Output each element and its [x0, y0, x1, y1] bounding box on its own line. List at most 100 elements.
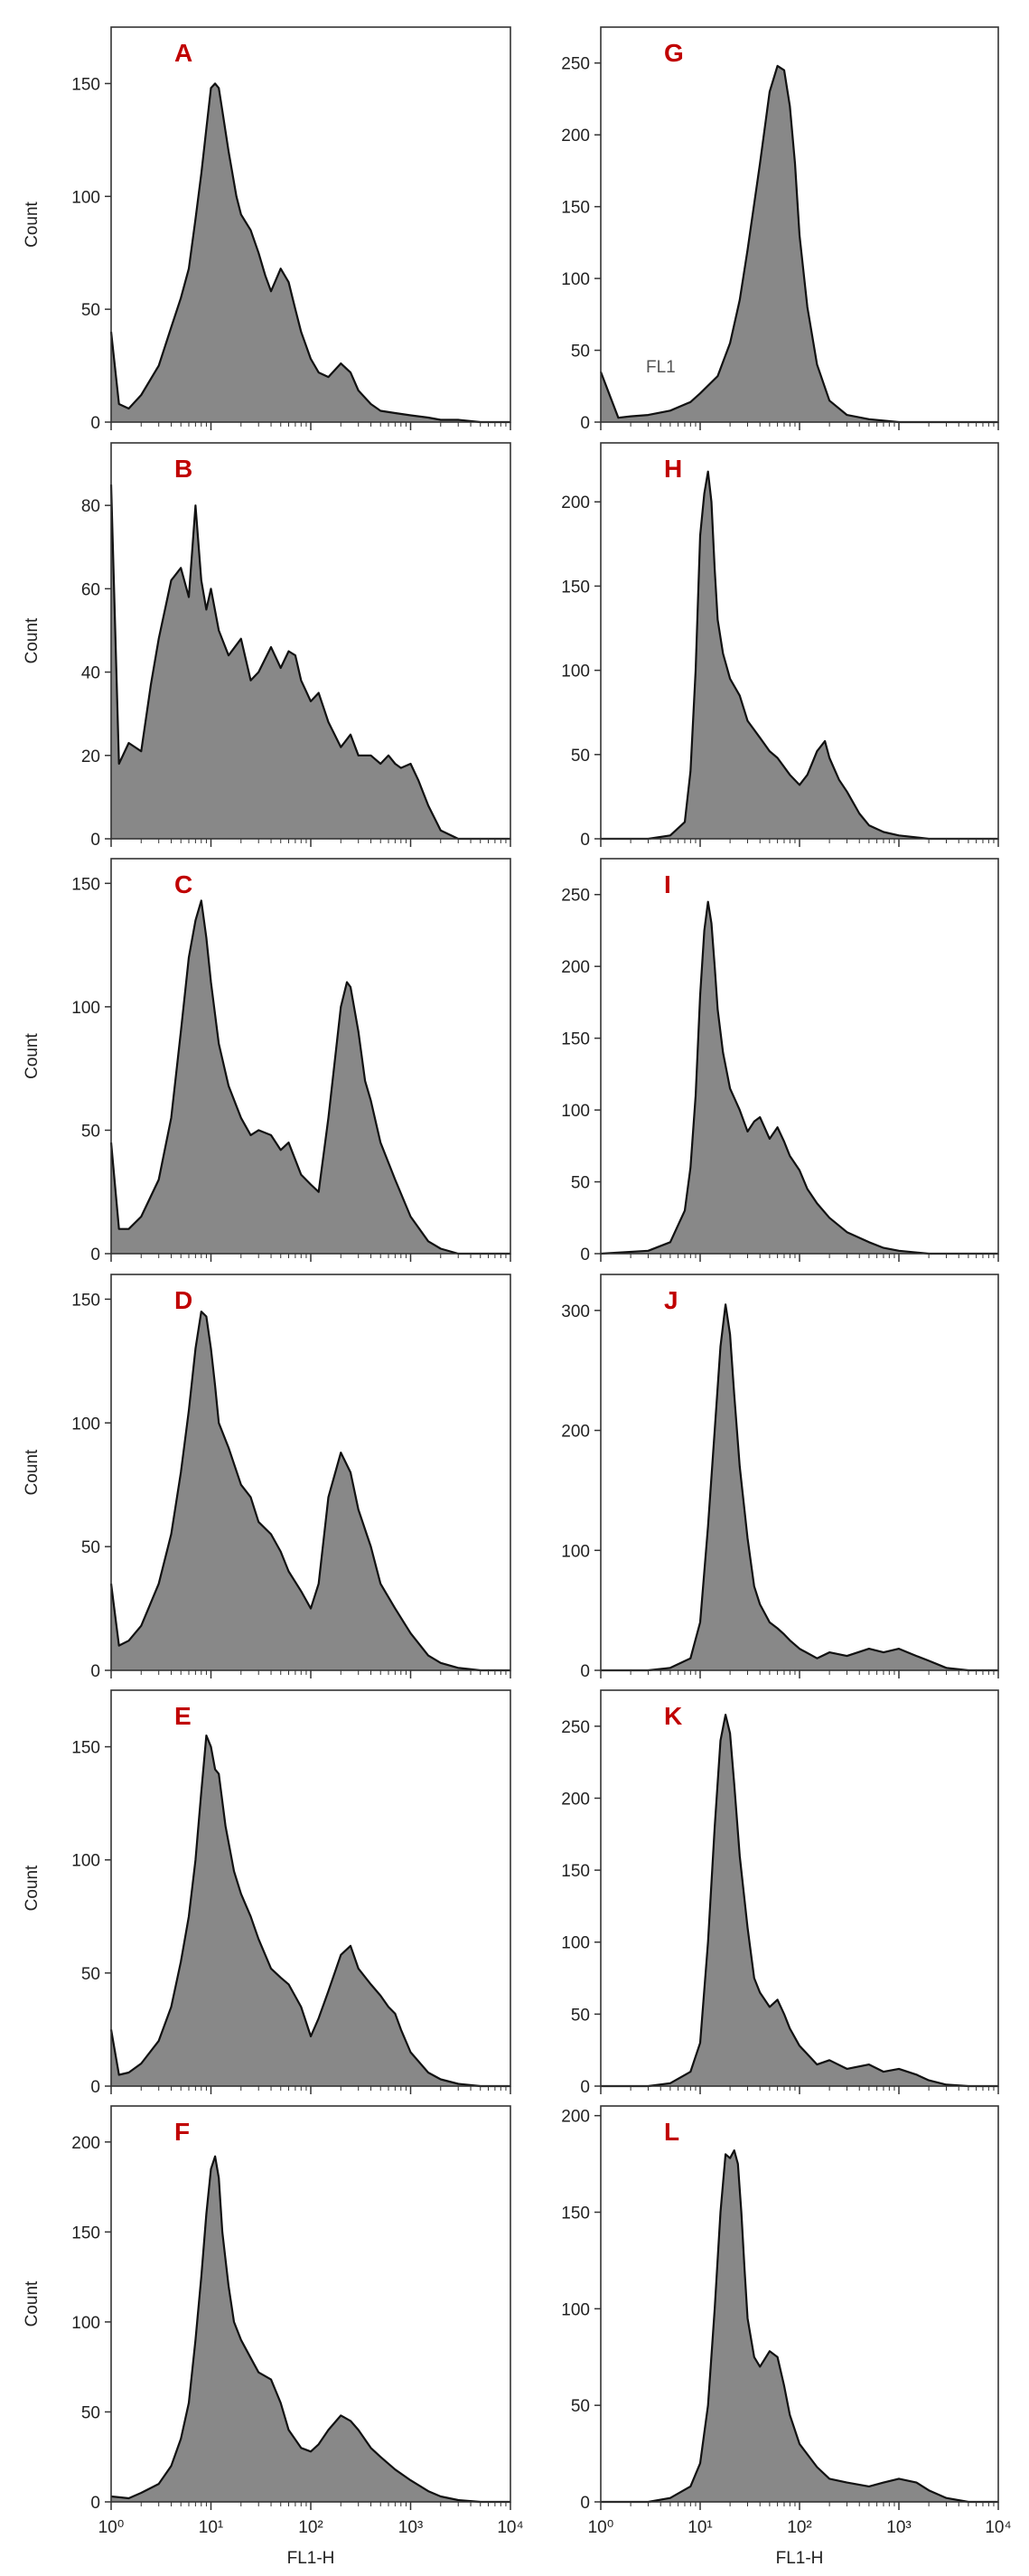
panel-letter: D: [174, 1286, 192, 1314]
y-axis-title: Count: [23, 2280, 42, 2327]
y-tick-label: 100: [561, 1934, 590, 1953]
histogram-panel-j: 0 100 200 300 J: [561, 1274, 999, 1681]
y-tick-label: 150: [71, 875, 100, 894]
y-tick-label: 200: [561, 1790, 590, 1809]
y-tick-label: 200: [561, 2108, 590, 2127]
histogram-panel-c: 0 50 100 150 Count C: [23, 858, 511, 1264]
histogram-outline: [599, 64, 998, 424]
histogram-panel-a: 0 50 100 150 Count A: [23, 26, 511, 433]
channel-annotation: FL1: [646, 358, 676, 377]
plot-frame: [600, 1274, 999, 1671]
y-tick-label: 250: [561, 1718, 590, 1737]
histogram-panel-f: 0 50 100 150 200 10⁰ 10¹ 10² 10³ 10⁴ Count FL1-H F: [23, 2105, 524, 2568]
histogram-area: [601, 1304, 998, 1670]
panel-letter: H: [664, 455, 682, 483]
y-tick-label: 0: [90, 414, 100, 433]
y-tick-label: 0: [90, 1662, 100, 1681]
y-tick-label: 150: [561, 1030, 590, 1049]
y-tick-label: 150: [71, 1291, 100, 1310]
y-tick-label: 100: [561, 270, 590, 289]
x-tick-label: 10²: [298, 2518, 323, 2537]
histogram-area: [111, 83, 510, 423]
y-tick-label: 50: [571, 343, 590, 362]
y-tick-label: 0: [90, 1246, 100, 1264]
y-tick-label: 200: [561, 494, 590, 512]
histogram-area: [111, 1735, 510, 2086]
histogram-panel-e: 0 50 100 150 Count E: [23, 1689, 511, 2097]
panel-letter: C: [174, 870, 192, 898]
y-tick-label: 200: [561, 127, 590, 146]
panel-letter: L: [664, 2118, 679, 2146]
histogram-area: [111, 900, 510, 1254]
panel-letter: E: [174, 1702, 192, 1730]
y-tick-label: 0: [90, 2494, 100, 2513]
y-tick-label: 250: [561, 887, 590, 906]
x-axis-title: FL1-H: [287, 2549, 335, 2568]
y-tick-label: 50: [81, 1965, 100, 1984]
y-tick-label: 200: [561, 1423, 590, 1442]
panel-letter: J: [664, 1286, 678, 1314]
panel-letter: F: [174, 2118, 190, 2146]
y-tick-label: 50: [81, 2403, 100, 2422]
y-tick-label: 80: [81, 497, 100, 516]
y-tick-label: 0: [90, 2078, 100, 2097]
y-tick-label: 150: [71, 2223, 100, 2242]
y-tick-label: 250: [561, 55, 590, 74]
histogram-panel-b: 0 20 40 60 80 Count B: [23, 442, 511, 850]
histogram-outline: [109, 82, 510, 424]
histogram-area: [601, 2150, 998, 2502]
y-tick-label: 20: [81, 747, 100, 766]
y-tick-label: 100: [71, 999, 100, 1018]
panel-letter: K: [664, 1702, 682, 1730]
y-tick-label: 0: [580, 1246, 590, 1264]
x-tick-label: 10²: [787, 2518, 811, 2537]
histogram-area: [111, 2156, 510, 2502]
y-tick-label: 100: [561, 2300, 590, 2319]
panel-letter: G: [664, 39, 684, 67]
x-tick-label: 10³: [886, 2518, 911, 2537]
histogram-area: [111, 484, 510, 839]
y-axis-title: Count: [23, 1865, 42, 1911]
y-tick-label: 100: [561, 1542, 590, 1561]
histogram-panel-k: 0 50 100 150 200 250 K: [561, 1689, 999, 2097]
histogram-panel-g: 0 50 100 150 200 250 G FL1: [561, 26, 999, 433]
y-tick-label: 150: [561, 2205, 590, 2223]
histogram-outline: [601, 470, 998, 841]
histogram-area: [111, 1312, 510, 1670]
y-tick-label: 200: [71, 2134, 100, 2153]
y-tick-label: 50: [571, 2006, 590, 2025]
x-tick-label: 10⁴: [985, 2518, 1011, 2537]
panel-letter: A: [174, 39, 192, 67]
x-tick-label: 10¹: [199, 2518, 223, 2537]
histogram-outline: [109, 899, 510, 1255]
histogram-area: [601, 901, 998, 1254]
y-tick-label: 50: [571, 1174, 590, 1193]
histogram-area: [601, 1715, 998, 2086]
y-tick-label: 60: [81, 580, 100, 599]
y-axis-title: Count: [23, 617, 42, 663]
y-tick-label: 0: [580, 2494, 590, 2513]
y-tick-label: 150: [71, 75, 100, 94]
x-tick-label: 10⁰: [98, 2518, 125, 2537]
histogram-outline: [601, 2149, 998, 2504]
histogram-panel-i: 0 50 100 150 200 250 I: [561, 858, 999, 1264]
histogram-outline: [601, 1714, 998, 2088]
plot-frame: [600, 1689, 999, 2087]
y-tick-label: 150: [561, 578, 590, 597]
y-tick-label: 50: [81, 1122, 100, 1141]
y-tick-label: 200: [561, 958, 590, 977]
y-tick-label: 0: [580, 414, 590, 433]
y-tick-label: 0: [580, 2078, 590, 2097]
histogram-outline: [109, 484, 510, 841]
histogram-outline: [109, 1735, 510, 2088]
x-tick-label: 10⁴: [497, 2518, 523, 2537]
histogram-outline: [601, 1303, 998, 1672]
y-tick-label: 50: [81, 301, 100, 320]
plot-frame: [600, 442, 999, 840]
x-tick-label: 10³: [398, 2518, 423, 2537]
panel-letter: I: [664, 870, 671, 898]
y-tick-label: 0: [580, 1662, 590, 1681]
y-tick-label: 100: [71, 2314, 100, 2333]
y-tick-label: 150: [561, 1862, 590, 1881]
